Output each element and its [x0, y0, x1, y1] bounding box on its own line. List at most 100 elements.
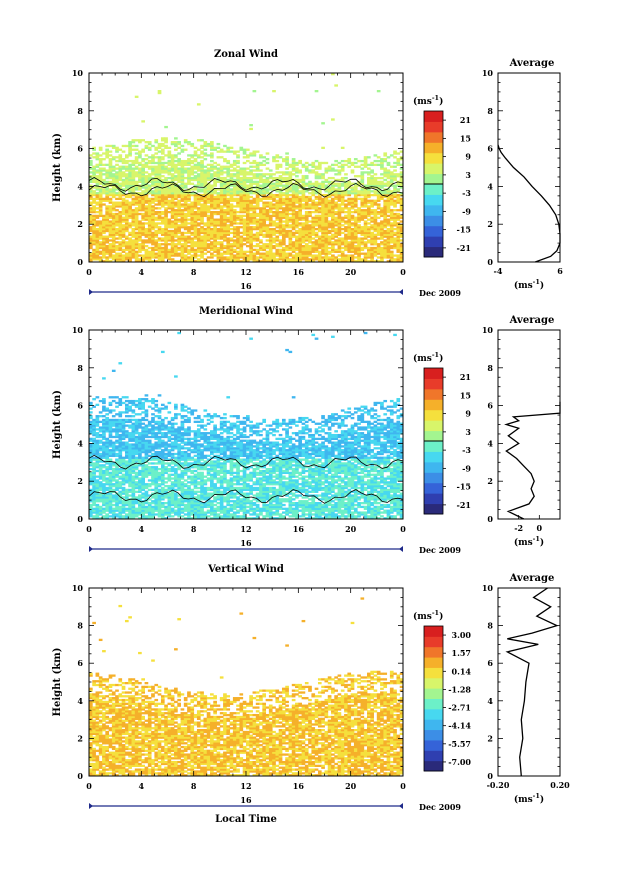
heatmap-cell — [308, 163, 312, 167]
heatmap-cell — [118, 203, 123, 206]
heatmap-cell — [157, 231, 162, 235]
heatmap-cell — [295, 193, 299, 197]
heatmap-cell — [331, 229, 335, 233]
heatmap-cell — [386, 195, 391, 199]
heatmap-cell — [108, 222, 113, 225]
heatmap-cell — [124, 178, 129, 182]
heatmap-cell — [213, 507, 217, 510]
heatmap-cell — [190, 207, 195, 210]
heatmap-cell — [268, 233, 273, 236]
heatmap-cell — [160, 184, 165, 187]
heatmap-cell — [344, 256, 348, 259]
heatmap-cell — [196, 239, 201, 242]
heatmap-cell — [363, 237, 368, 240]
heatmap-cell — [219, 201, 224, 204]
heatmap-cell — [118, 254, 123, 257]
heatmap-cell — [180, 226, 185, 229]
heatmap-cell — [278, 250, 283, 253]
heatmap-cell — [301, 195, 306, 199]
heatmap-cell — [102, 248, 106, 252]
heatmap-cell — [124, 513, 129, 516]
heatmap-cell — [357, 224, 361, 227]
heatmap-cell — [304, 513, 309, 516]
heatmap-cell — [317, 224, 322, 227]
heatmap-cell — [314, 203, 319, 206]
heatmap-cell — [216, 218, 221, 221]
heatmap-cell — [255, 233, 260, 236]
heatmap-cell — [363, 205, 368, 208]
heatmap-cell — [190, 216, 195, 219]
heatmap-cell — [219, 180, 224, 184]
heatmap-cell — [105, 235, 110, 238]
heatmap-cell — [151, 224, 155, 227]
heatmap-cell — [350, 205, 355, 208]
heatmap-cell — [118, 195, 123, 199]
heatmap-cell — [327, 231, 332, 235]
heatmap-cell — [262, 192, 267, 195]
heatmap-cell — [229, 205, 234, 208]
heatmap-cell — [134, 152, 139, 155]
heatmap-cell — [164, 214, 168, 218]
heatmap-cell — [344, 214, 348, 218]
heatmap-cell — [380, 184, 384, 187]
heatmap-cell — [180, 243, 185, 246]
heatmap-cell — [262, 515, 267, 518]
heatmap-cell — [141, 229, 145, 233]
heatmap-cell — [298, 231, 302, 235]
heatmap-cell — [160, 210, 165, 214]
heatmap-cell — [357, 229, 361, 233]
heatmap-cell — [246, 205, 250, 208]
heatmap-cell — [200, 207, 204, 210]
heatmap-cell — [147, 156, 152, 159]
heatmap-cell — [311, 205, 316, 208]
heatmap-cell — [321, 256, 325, 259]
heatmap-cell — [167, 199, 172, 202]
heatmap-cell — [200, 188, 204, 191]
heatmap-cell — [331, 188, 335, 191]
heatmap-cell — [213, 260, 217, 263]
heatmap-cell — [108, 144, 113, 148]
heatmap-cell — [138, 201, 142, 204]
heatmap-cell — [95, 220, 100, 223]
heatmap-cell — [278, 220, 283, 223]
heatmap-cell — [210, 246, 214, 250]
heatmap-cell — [196, 161, 201, 165]
heatmap-cell — [295, 195, 299, 199]
heatmap-cell — [389, 195, 394, 199]
heatmap-cell — [334, 250, 338, 253]
heatmap-cell — [308, 207, 312, 210]
heatmap-cell — [111, 235, 116, 238]
heatmap-cell — [314, 224, 319, 227]
heatmap-cell — [285, 152, 289, 155]
heatmap-cell — [353, 201, 358, 204]
heatmap-cell — [196, 254, 201, 257]
heatmap-cell — [278, 224, 283, 227]
heatmap-cell — [278, 210, 283, 214]
heatmap-cell — [393, 193, 397, 197]
heatmap-cell — [242, 220, 247, 223]
heatmap-cell — [321, 146, 325, 149]
heatmap-cell — [108, 190, 113, 193]
heatmap-cell — [196, 258, 201, 261]
heatmap-cell — [183, 207, 188, 210]
heatmap-cell — [304, 244, 309, 248]
heatmap-cell — [223, 212, 227, 216]
heatmap-cell — [357, 244, 361, 248]
heatmap-cell — [229, 227, 234, 231]
heatmap-cell — [174, 233, 178, 236]
x-tick-label: 0 — [400, 267, 406, 277]
heatmap-cell — [151, 235, 155, 238]
heatmap-cell — [213, 192, 217, 195]
heatmap-cell — [389, 154, 394, 157]
heatmap-cell — [89, 222, 93, 225]
heatmap-cell — [255, 224, 260, 227]
heatmap-cell — [311, 231, 316, 235]
heatmap-cell — [321, 207, 325, 210]
heatmap-cell — [138, 150, 142, 153]
heatmap-cell — [255, 184, 260, 187]
heatmap-cell — [183, 199, 188, 202]
heatmap-cell — [210, 241, 214, 244]
heatmap-cell — [92, 237, 96, 240]
heatmap-cell — [187, 209, 191, 212]
heatmap-cell — [389, 203, 394, 206]
